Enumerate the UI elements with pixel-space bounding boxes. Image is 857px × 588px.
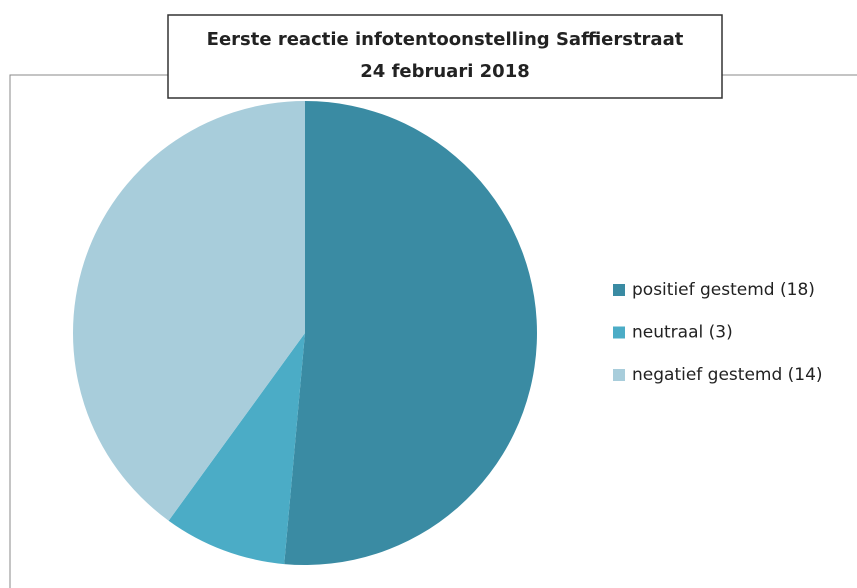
legend-swatch [613,284,625,296]
legend-label: positief gestemd (18) [632,280,815,300]
pie-slice [72,101,305,521]
chart-title: Eerste reactie infotentoonstelling Saffi… [207,29,684,50]
legend-label: negatief gestemd (14) [632,365,823,385]
pie-slice [284,101,537,565]
chart-frame [9,74,857,588]
legend-swatch [613,369,625,381]
legend-swatch [613,326,625,339]
legend-label: neutraal (3) [632,323,733,343]
chart-subtitle: 24 februari 2018 [360,61,530,82]
title-box [167,14,723,99]
pie-slice [168,333,305,565]
